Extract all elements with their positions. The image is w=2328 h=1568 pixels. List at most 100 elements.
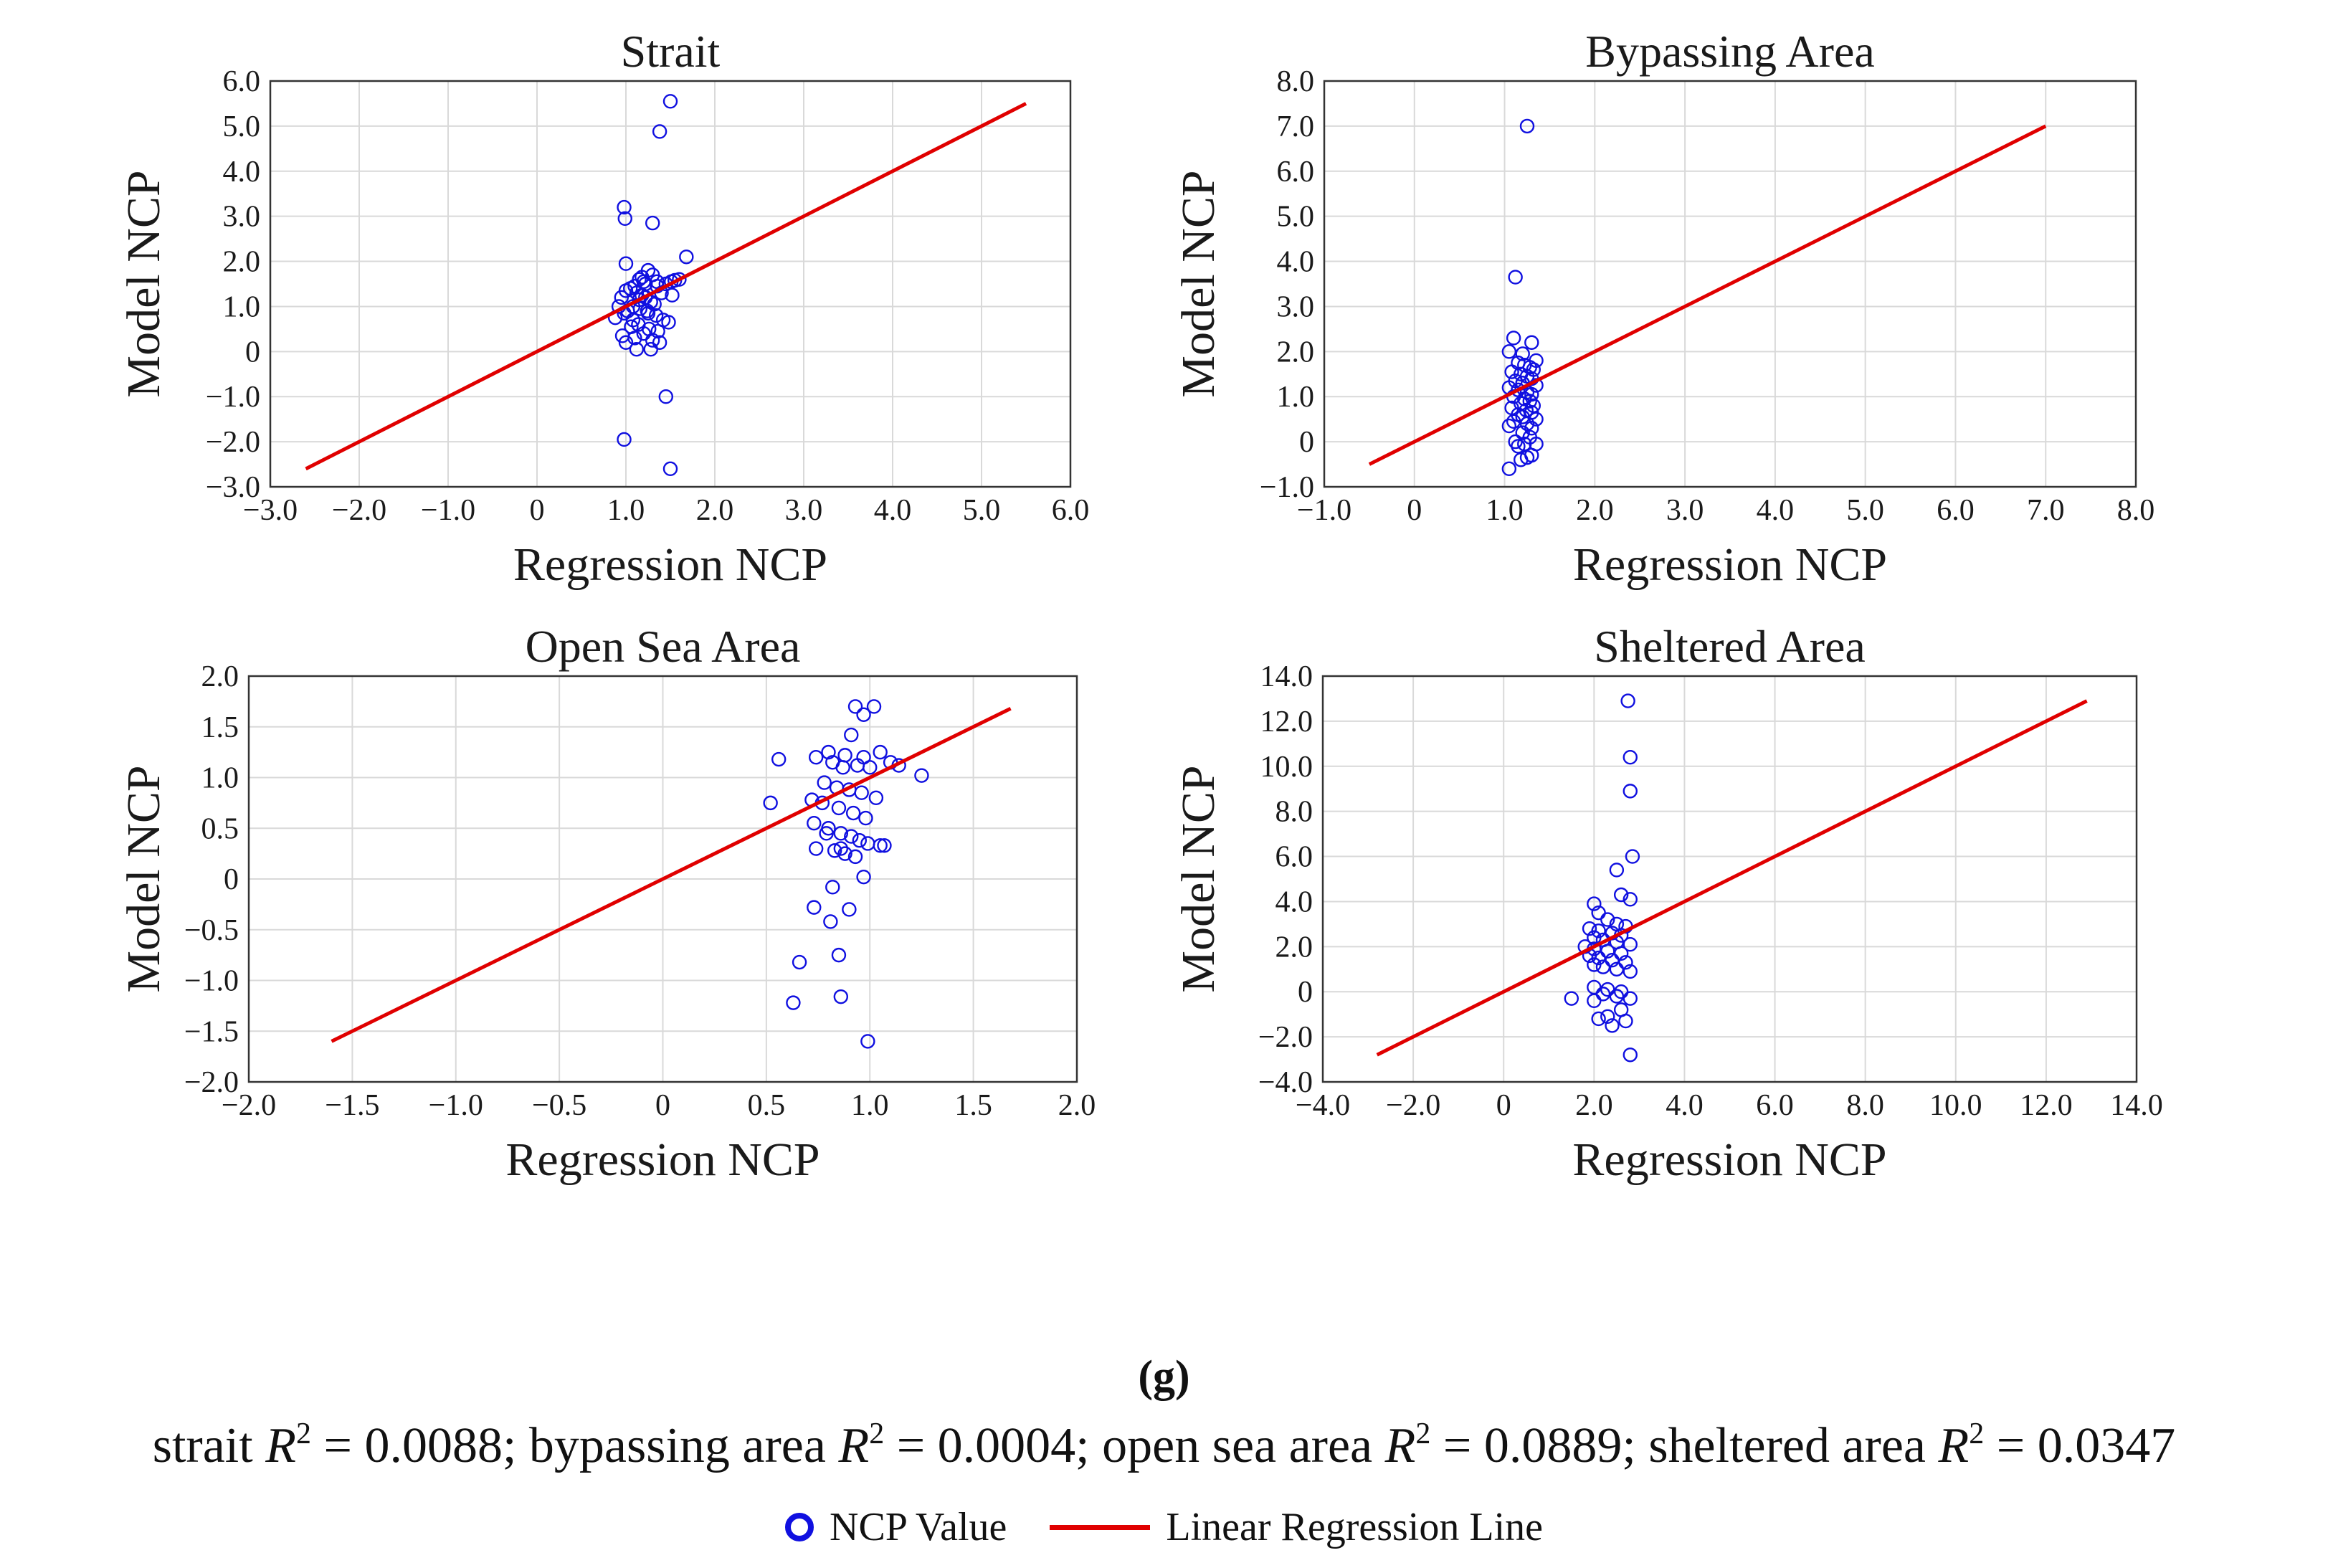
- open-sea-data-point: [854, 785, 869, 800]
- r2-value: = 0.0004;: [884, 1418, 1103, 1473]
- bypassing-data-point: [1524, 421, 1539, 436]
- bypassing-data-point: [1501, 418, 1517, 434]
- strait-y-tick-label: 3.0: [223, 201, 261, 234]
- r2-item: bypassing area R2 = 0.0004;: [529, 1418, 1102, 1473]
- strait-y-tick-label: −1.0: [206, 381, 260, 414]
- strait-y-tick-label: 6.0: [223, 65, 261, 98]
- bypassing-data-point: [1517, 437, 1532, 452]
- strait-data-point: [632, 301, 648, 316]
- open-sea-data-point: [833, 841, 849, 856]
- legend-line-icon: [1050, 1524, 1151, 1530]
- open-sea-data-point: [914, 768, 929, 783]
- open-sea-data-point: [844, 829, 859, 844]
- open-sea-data-point: [763, 795, 778, 811]
- sheltered-data-point: [1605, 1018, 1620, 1033]
- bypassing-data-point: [1501, 344, 1517, 359]
- panel-letter: (g): [1138, 1352, 1190, 1401]
- bypassing-x-tick-label: 5.0: [1846, 494, 1884, 527]
- open-sea-data-point: [860, 1034, 875, 1049]
- strait-y-tick-label: 4.0: [223, 156, 261, 189]
- strait-data-point: [614, 290, 629, 305]
- open-sea-data-point: [792, 954, 807, 970]
- sheltered-data-point: [1618, 1013, 1633, 1029]
- open-sea-data-point: [786, 995, 801, 1010]
- strait-data-point: [643, 341, 658, 357]
- r2-value: = 0.0889;: [1430, 1418, 1649, 1473]
- strait-data-point: [638, 276, 653, 292]
- strait-data-point: [625, 313, 641, 328]
- open-sea-data-point: [868, 790, 884, 806]
- strait-y-tick-label: −2.0: [206, 426, 260, 459]
- strait-x-tick-label: 6.0: [1052, 494, 1090, 527]
- strait-x-tick-label: −3.0: [243, 494, 298, 527]
- open-sea-data-point: [842, 902, 857, 917]
- strait-data-point: [618, 335, 634, 350]
- sheltered-y-tick-label: 2.0: [1275, 931, 1313, 964]
- r2-item-name: strait: [152, 1418, 266, 1473]
- strait-panel: −3.0 −2.0 −1.0 0 1.0 2.0 3.0 4.0 5.0 6.0 −3.0 −2.0 −…: [118, 26, 1089, 591]
- bypassing-data-point: [1504, 364, 1519, 379]
- r2-item: sheltered area R2 = 0.0347: [1648, 1418, 2175, 1473]
- sheltered-data-point: [1623, 749, 1638, 765]
- strait-data-point: [648, 308, 664, 323]
- bypassing-y-tick-label: 6.0: [1277, 156, 1315, 189]
- sheltered-y-tick-label: 8.0: [1275, 796, 1313, 829]
- open-sea-x-tick-label: 0.5: [748, 1089, 786, 1122]
- open-sea-data-point: [858, 810, 873, 826]
- legend-line-label: Linear Regression Line: [1166, 1505, 1543, 1549]
- sheltered-data-point: [1609, 863, 1625, 878]
- sheltered-panel: −4.0 −2.0 0 2.0 4.0 6.0 8.0 10.0 12.0 14.0 −4.0 −2.…: [1172, 621, 2163, 1186]
- bypassing-y-tick-label: 2.0: [1277, 336, 1315, 369]
- open-sea-data-point: [845, 805, 861, 821]
- sheltered-data-point: [1595, 959, 1611, 974]
- open-sea-y-tick-label: 0.5: [201, 812, 239, 845]
- sheltered-data-point: [1613, 887, 1629, 903]
- strait-data-point: [617, 211, 632, 227]
- bypassing-data-point: [1526, 398, 1541, 413]
- legend-circle-icon: [785, 1513, 814, 1541]
- bypassing-data-point: [1506, 414, 1521, 429]
- sheltered-y-tick-label: 4.0: [1275, 885, 1313, 918]
- bypassing-data-point: [1508, 270, 1523, 285]
- open-sea-data-point: [847, 849, 863, 865]
- strait-data-point: [617, 199, 632, 215]
- strait-regression-line: [305, 102, 1027, 471]
- sheltered-data-point: [1587, 930, 1602, 945]
- open-sea-plot-frame: [247, 675, 1078, 1083]
- r2-item: strait R2 = 0.0088;: [153, 1418, 529, 1473]
- open-sea-panel: −2.0 −1.5 −1.0 −0.5 0 0.5 1.0 1.5 2.0 −2.0 −1.5 −1.…: [118, 621, 1096, 1186]
- bypassing-data-point: [1506, 331, 1521, 346]
- strait-data-point: [662, 461, 678, 477]
- r2-superscript: 2: [1415, 1417, 1431, 1450]
- open-sea-x-tick-label: −1.5: [325, 1089, 379, 1122]
- open-sea-data-point: [863, 760, 878, 775]
- sheltered-y-tick-label: 14.0: [1260, 660, 1313, 693]
- bypassing-data-point: [1519, 118, 1535, 134]
- sheltered-data-point: [1600, 912, 1615, 927]
- open-sea-data-point: [807, 900, 822, 915]
- open-sea-data-point: [807, 815, 822, 831]
- open-sea-x-tick-label: −0.5: [532, 1089, 586, 1122]
- bypassing-regression-line: [1368, 124, 2047, 466]
- sheltered-data-point: [1623, 784, 1638, 799]
- r2-symbol: R: [1938, 1418, 1970, 1473]
- bypassing-x-tick-label: 4.0: [1757, 494, 1795, 527]
- strait-data-point: [661, 315, 676, 330]
- sheltered-x-tick-label: −4.0: [1296, 1089, 1350, 1122]
- sheltered-data-point: [1625, 849, 1640, 864]
- open-sea-data-point: [808, 749, 824, 765]
- bypassing-y-tick-label: 1.0: [1277, 381, 1315, 414]
- strait-x-tick-label: 1.0: [607, 494, 645, 527]
- bypassing-x-tick-label: 7.0: [2027, 494, 2065, 527]
- r2-item-name: open sea area: [1102, 1418, 1385, 1473]
- sheltered-data-point: [1623, 936, 1638, 952]
- strait-y-tick-label: −3.0: [206, 471, 260, 504]
- strait-plot-frame: [269, 80, 1072, 488]
- strait-data-point: [640, 305, 656, 321]
- r2-item: open sea area R2 = 0.0889;: [1102, 1418, 1648, 1473]
- open-sea-data-point: [833, 989, 849, 1004]
- r2-symbol: R: [1384, 1418, 1416, 1473]
- sheltered-x-tick-label: 12.0: [2020, 1089, 2073, 1122]
- strait-data-point: [652, 335, 667, 350]
- open-sea-data-point: [771, 751, 787, 767]
